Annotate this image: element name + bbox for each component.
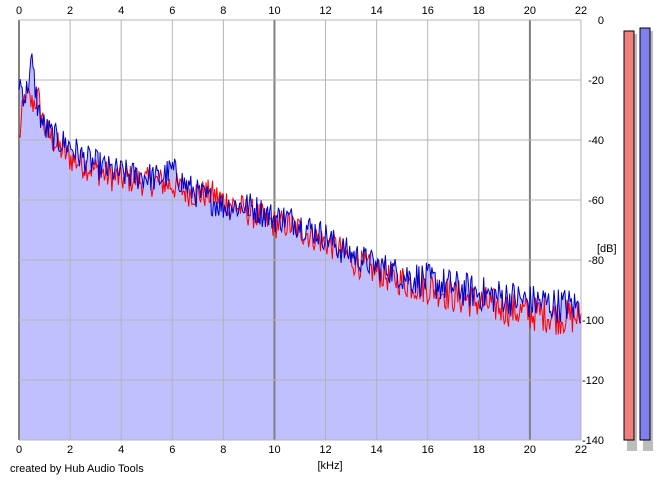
y-tick-label: -120: [582, 375, 604, 387]
x-axis-label: [kHz]: [317, 460, 342, 472]
series-right-line: [18, 53, 582, 324]
x-tick-label: 10: [268, 444, 280, 456]
x-tick-label: 4: [118, 5, 124, 17]
x-tick-label: 10: [268, 5, 280, 17]
x-tick-label: 18: [473, 5, 485, 17]
spectrum-fill: [19, 53, 581, 440]
level-meters: [623, 27, 653, 451]
y-tick-label: -80: [588, 255, 604, 267]
x-tick-label: 12: [319, 444, 331, 456]
x-tick-label: 6: [169, 5, 175, 17]
y-tick-label: -40: [588, 135, 604, 147]
x-tick-label: 16: [422, 444, 434, 456]
y-tick-label: -100: [582, 315, 604, 327]
x-tick-label: 22: [575, 444, 587, 456]
x-tick-label: 8: [220, 444, 226, 456]
y-tick-label: 0: [598, 15, 604, 27]
x-tick-label: 18: [473, 444, 485, 456]
level-meter-left: [623, 30, 635, 441]
x-tick-label: 22: [575, 5, 587, 17]
x-tick-label: 14: [371, 5, 383, 17]
x-tick-label: 12: [319, 5, 331, 17]
x-tick-label: 20: [524, 5, 536, 17]
spectrum-fill-area: [19, 53, 581, 440]
level-meter-right: [639, 27, 651, 441]
x-tick-label: 14: [371, 444, 383, 456]
x-tick-label: 4: [118, 444, 124, 456]
x-tick-label: 0: [16, 444, 22, 456]
x-tick-label: 6: [169, 444, 175, 456]
x-tick-label: 0: [16, 5, 22, 17]
y-axis-label: [dB]: [597, 243, 617, 255]
y-tick-label: -140: [582, 435, 604, 447]
y-axis-ticks: 0 -20 -40 -60 -80 -100 -120 -140: [582, 15, 604, 447]
y-tick-label: -60: [588, 195, 604, 207]
x-tick-label: 2: [67, 5, 73, 17]
chart-grid: [18, 19, 582, 441]
x-tick-label: 16: [422, 5, 434, 17]
chart-series: [18, 53, 582, 335]
x-tick-label: 2: [67, 444, 73, 456]
y-tick-label: -20: [588, 75, 604, 87]
credit-text: created by Hub Audio Tools: [10, 463, 144, 475]
x-tick-label: 20: [524, 444, 536, 456]
x-tick-label: 8: [220, 5, 226, 17]
